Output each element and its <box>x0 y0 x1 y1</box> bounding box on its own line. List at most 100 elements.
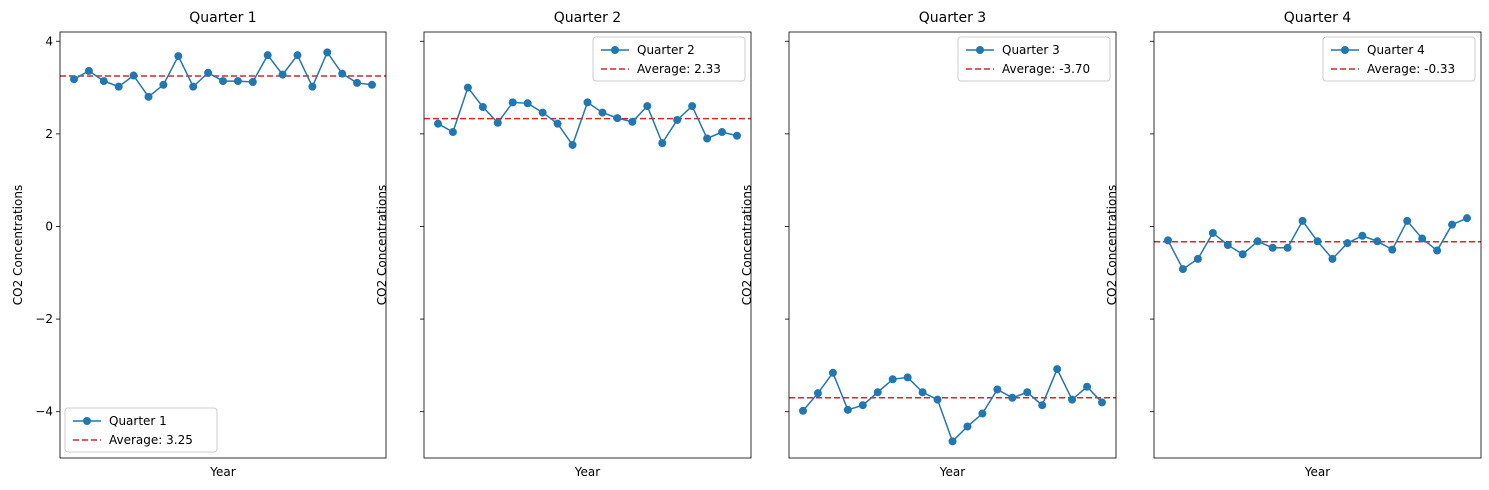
x-axis-label: Year <box>209 465 235 479</box>
data-point <box>978 409 987 418</box>
data-point <box>828 368 837 377</box>
legend: Quarter 2 Average: 2.33 <box>592 36 746 82</box>
data-point <box>658 139 667 148</box>
legend-series-label: Quarter 1 <box>109 414 167 428</box>
series-line <box>802 367 1103 443</box>
chart-title: Quarter 2 <box>554 10 621 26</box>
data-point <box>353 78 362 87</box>
data-point <box>1253 237 1262 246</box>
data-point <box>1083 382 1092 391</box>
data-point <box>1023 388 1032 397</box>
data-point <box>1403 216 1412 225</box>
chart-title: Quarter 3 <box>919 10 986 26</box>
data-point <box>888 375 897 384</box>
legend-series-marker <box>83 417 91 425</box>
legend: Quarter 1 Average: 3.25 <box>64 407 218 453</box>
data-point <box>1208 228 1217 237</box>
data-point <box>338 69 347 78</box>
data-point <box>1283 243 1292 252</box>
data-point <box>1268 243 1277 252</box>
legend-series-marker <box>976 46 984 54</box>
data-point <box>568 140 577 149</box>
y-axis-label: CO2 Concentrations <box>11 185 25 305</box>
legend-series-marker <box>1341 46 1349 54</box>
data-point <box>308 82 317 91</box>
series-line <box>437 85 738 147</box>
data-point <box>1238 250 1247 259</box>
x-axis-label: Year <box>1304 465 1330 479</box>
y-axis-label: CO2 Concentrations <box>740 185 754 305</box>
data-point <box>219 77 227 86</box>
data-point <box>903 373 912 382</box>
chart-title: Quarter 1 <box>189 10 256 26</box>
data-point <box>553 119 562 128</box>
y-tick-label: −4 <box>35 405 53 419</box>
data-point <box>1053 365 1062 374</box>
data-point <box>628 117 637 126</box>
data-point <box>70 75 78 84</box>
data-point <box>144 92 153 101</box>
data-point <box>1223 241 1232 249</box>
data-point <box>993 385 1002 394</box>
data-point <box>1164 236 1172 245</box>
legend: Quarter 3 Average: -3.70 <box>957 36 1111 82</box>
data-point <box>703 134 712 143</box>
subplot-quarter-1: Quarter 1 4 2 0 −2 −4 Year CO2 Concentrations Qu… <box>11 10 387 479</box>
data-point <box>1358 231 1367 240</box>
axes-frame <box>59 31 387 459</box>
subplot-quarter-3: Quarter 3 Year CO2 Concentrations Quarter 3… <box>740 10 1117 479</box>
data-point <box>1388 245 1397 254</box>
data-point <box>204 68 213 77</box>
legend-series-marker <box>611 46 619 54</box>
data-point <box>799 406 807 415</box>
legend-average-label: Average: -3.70 <box>1002 62 1090 76</box>
data-point <box>1328 254 1337 263</box>
x-axis-label: Year <box>939 465 965 479</box>
axes-frame <box>1153 31 1482 459</box>
data-point <box>1343 239 1352 248</box>
legend-average-label: Average: 2.33 <box>637 62 721 76</box>
data-point <box>323 48 332 57</box>
y-tick-label: 2 <box>45 127 53 141</box>
data-point <box>613 114 622 123</box>
legend-box <box>592 36 746 82</box>
data-point <box>233 77 242 86</box>
data-point <box>129 71 138 80</box>
data-point <box>278 70 287 79</box>
data-point <box>598 108 607 117</box>
data-point <box>583 98 592 107</box>
data-point <box>1008 393 1017 402</box>
y-axis-label: CO2 Concentrations <box>375 185 389 305</box>
data-point <box>733 131 741 140</box>
data-point <box>1038 401 1047 410</box>
data-point <box>448 128 457 137</box>
data-point <box>918 388 927 397</box>
data-point <box>1433 246 1442 255</box>
legend: Quarter 4 Average: -0.33 <box>1322 36 1476 82</box>
axes-frame <box>423 31 752 459</box>
data-point <box>688 102 697 111</box>
data-point <box>1448 220 1457 229</box>
data-point <box>434 119 442 128</box>
data-point <box>368 80 376 89</box>
data-point <box>538 108 547 117</box>
data-point <box>948 437 957 446</box>
x-axis-label: Year <box>574 465 600 479</box>
data-point <box>843 405 852 414</box>
data-point <box>963 422 972 431</box>
data-point <box>189 82 198 91</box>
data-point <box>508 98 517 107</box>
data-point <box>1313 237 1322 246</box>
data-point <box>1098 398 1106 407</box>
y-tick-label: 4 <box>45 34 53 48</box>
data-point <box>718 128 727 137</box>
legend-series-label: Quarter 3 <box>1002 43 1060 57</box>
data-point <box>1068 395 1077 404</box>
data-point <box>478 103 487 112</box>
data-point <box>1373 237 1382 246</box>
data-point <box>1193 254 1202 263</box>
data-point <box>873 388 882 397</box>
y-axis-label: CO2 Concentrations <box>1105 185 1119 305</box>
data-point <box>813 389 822 398</box>
data-point <box>263 51 272 60</box>
